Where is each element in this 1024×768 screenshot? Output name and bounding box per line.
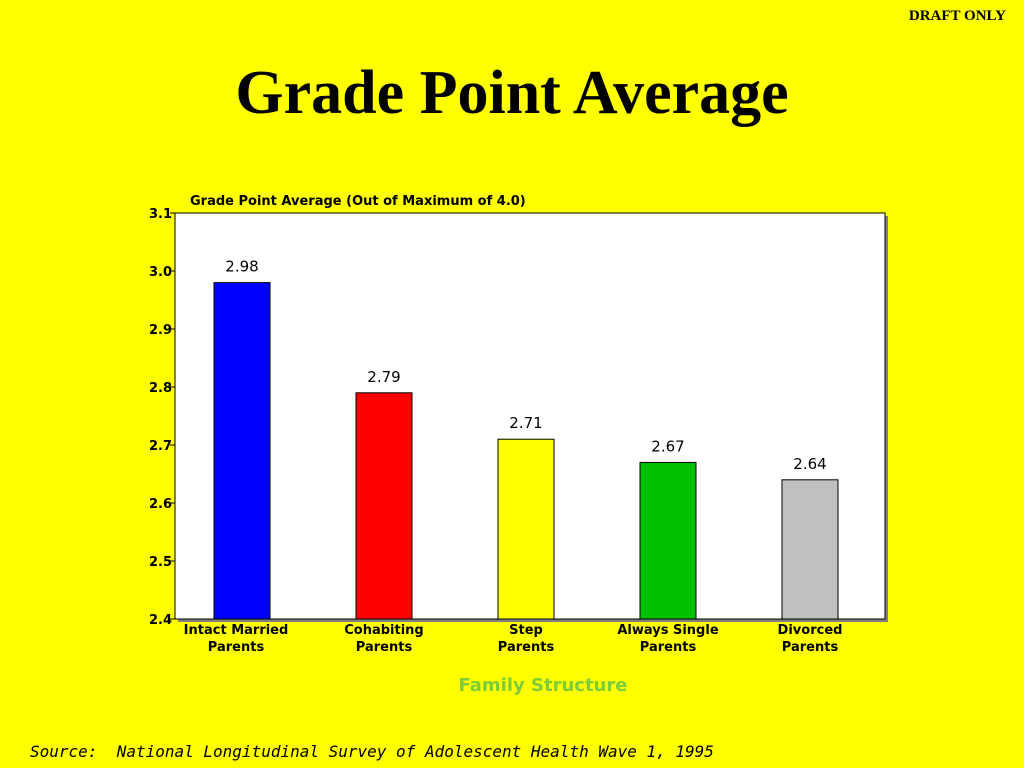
y-tick-label: 2.4 — [149, 613, 172, 628]
bar — [639, 461, 697, 620]
x-tick-label: Parents — [782, 640, 839, 655]
chart-title: Grade Point Average (Out of Maximum of 4… — [190, 194, 526, 209]
bar — [781, 479, 839, 620]
bar-data-label: 2.98 — [225, 258, 258, 276]
bar — [213, 282, 271, 620]
bar — [355, 392, 413, 620]
y-tick-label: 2.9 — [149, 323, 172, 338]
x-tick-label: Parents — [356, 640, 413, 655]
x-tick-label: Parents — [498, 640, 555, 655]
y-tick-label: 3.0 — [149, 265, 172, 280]
y-tick-label: 2.6 — [149, 497, 172, 512]
x-tick-label: Cohabiting — [344, 623, 424, 638]
bar — [497, 438, 555, 620]
x-tick-label: Intact Married — [184, 623, 289, 638]
bar-data-label: 2.64 — [793, 455, 826, 473]
bar-data-label: 2.79 — [367, 368, 400, 386]
y-tick-label: 2.7 — [149, 439, 172, 454]
x-tick-label: Always Single — [617, 623, 718, 638]
y-tick-label: 2.5 — [149, 555, 172, 570]
y-tick-label: 2.8 — [149, 381, 172, 396]
bar-data-label: 2.67 — [651, 437, 684, 455]
x-tick-label: Parents — [208, 640, 265, 655]
slide-title: Grade Point Average — [235, 59, 789, 127]
y-tick-label: 3.1 — [149, 207, 172, 222]
x-tick-label: Step — [509, 623, 543, 638]
source-note: Source: National Longitudinal Survey of … — [30, 742, 714, 761]
x-tick-label: Divorced — [778, 623, 843, 638]
draft-label: DRAFT ONLY — [908, 8, 1006, 24]
x-axis-title: Family Structure — [458, 675, 628, 696]
bar-data-label: 2.71 — [509, 414, 542, 432]
x-tick-label: Parents — [640, 640, 697, 655]
